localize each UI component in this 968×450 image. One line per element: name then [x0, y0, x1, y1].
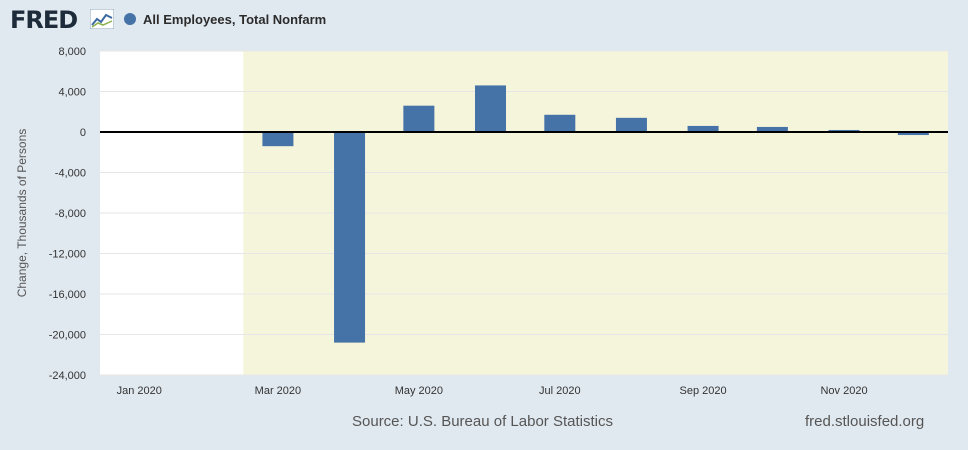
y-tick-label: -16,000	[49, 289, 86, 301]
bar[interactable]	[828, 129, 860, 132]
bar[interactable]	[403, 105, 435, 132]
y-tick-label: -4,000	[55, 168, 86, 180]
x-tick-label: Nov 2020	[820, 385, 867, 397]
x-axis-ticks: Jan 2020 Mar 2020 May 2020 Jul 2020 Sep 2020…	[117, 385, 868, 397]
y-axis-ticks: 8,000 4,000 0 -4,000 -8,000 -12,000 -16,000 -20…	[49, 46, 86, 382]
x-tick-label: Sep 2020	[680, 385, 727, 397]
y-tick-label: -8,000	[55, 208, 86, 220]
y-tick-label: -20,000	[49, 330, 86, 342]
bar[interactable]	[687, 125, 719, 132]
y-axis-label: Change, Thousands of Persons	[15, 129, 29, 298]
bar[interactable]	[897, 132, 929, 136]
x-tick-label: Jan 2020	[117, 385, 162, 397]
bar[interactable]	[334, 132, 366, 343]
bar[interactable]	[262, 132, 294, 147]
legend-label[interactable]: All Employees, Total Nonfarm	[143, 12, 327, 27]
source-note: Source: U.S. Bureau of Labor Statistics	[352, 413, 613, 430]
bar-series	[262, 85, 929, 343]
bar[interactable]	[756, 126, 788, 132]
chart-header: FRED All Employees, Total Nonfarm	[0, 0, 968, 40]
bar[interactable]	[615, 117, 647, 132]
bar[interactable]	[544, 114, 576, 132]
y-tick-label: 0	[80, 127, 86, 139]
x-tick-label: Jul 2020	[539, 385, 581, 397]
fred-logo[interactable]: FRED	[10, 6, 78, 34]
x-tick-label: Mar 2020	[255, 385, 301, 397]
y-tick-label: 4,000	[58, 87, 86, 99]
legend-marker	[124, 13, 136, 25]
y-tick-label: 8,000	[58, 46, 86, 58]
x-tick-label: May 2020	[395, 385, 443, 397]
y-tick-label: -12,000	[49, 249, 86, 261]
y-tick-label: -24,000	[49, 370, 86, 382]
bar[interactable]	[474, 85, 506, 132]
fred-line-graph-icon	[90, 9, 114, 29]
site-link[interactable]: fred.stlouisfed.org	[805, 413, 925, 430]
